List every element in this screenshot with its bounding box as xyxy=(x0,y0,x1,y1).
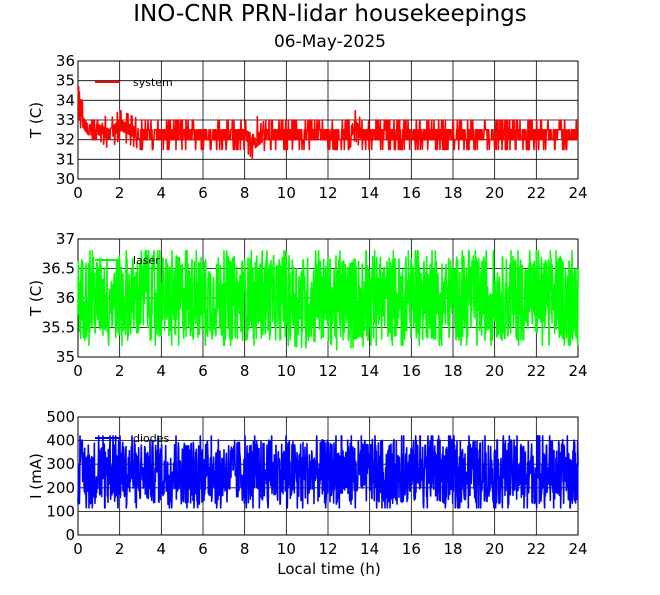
x-axis-label: Local time (h) xyxy=(277,560,381,578)
x-tick-label: 8 xyxy=(240,184,250,202)
x-tick-label: 0 xyxy=(73,540,83,558)
chart-title: INO-CNR PRN-lidar housekeepings xyxy=(133,1,527,27)
x-tick-label: 8 xyxy=(240,362,250,380)
y-tick-label: 35.5 xyxy=(42,319,75,337)
x-tick-label: 24 xyxy=(568,540,587,558)
y-tick-label: 33 xyxy=(56,111,75,129)
x-tick-label: 16 xyxy=(402,362,421,380)
x-tick-label: 4 xyxy=(157,362,167,380)
y-tick-label: 32 xyxy=(56,131,75,149)
x-tick-label: 4 xyxy=(157,184,167,202)
y-axis-label: T (C) xyxy=(27,280,45,317)
y-tick-label: 36.5 xyxy=(42,260,75,278)
x-tick-label: 22 xyxy=(527,540,546,558)
x-tick-label: 12 xyxy=(318,184,337,202)
legend-label-diodes: diodes xyxy=(133,432,170,445)
chart-subtitle: 06-May-2025 xyxy=(274,32,386,52)
y-tick-label: 200 xyxy=(46,479,75,497)
x-tick-label: 14 xyxy=(360,362,379,380)
x-tick-label: 12 xyxy=(318,362,337,380)
y-axis-label: I (mA) xyxy=(27,453,45,499)
y-tick-label: 30 xyxy=(56,170,75,188)
x-tick-label: 6 xyxy=(198,362,208,380)
y-tick-label: 31 xyxy=(56,150,75,168)
x-tick-label: 10 xyxy=(277,362,296,380)
x-tick-label: 4 xyxy=(157,540,167,558)
y-tick-label: 0 xyxy=(65,526,75,544)
x-tick-label: 2 xyxy=(115,184,125,202)
x-tick-label: 10 xyxy=(277,184,296,202)
x-tick-label: 20 xyxy=(485,184,504,202)
y-tick-label: 36 xyxy=(56,52,75,70)
x-tick-label: 2 xyxy=(115,362,125,380)
x-tick-label: 14 xyxy=(360,184,379,202)
y-axis-label: T (C) xyxy=(27,102,45,139)
series-line-system xyxy=(77,86,579,160)
x-tick-label: 8 xyxy=(240,540,250,558)
x-tick-label: 12 xyxy=(318,540,337,558)
x-tick-label: 22 xyxy=(527,184,546,202)
x-tick-label: 20 xyxy=(485,362,504,380)
x-tick-label: 20 xyxy=(485,540,504,558)
x-tick-label: 6 xyxy=(198,540,208,558)
y-tick-label: 100 xyxy=(46,502,75,520)
x-tick-label: 22 xyxy=(527,362,546,380)
y-tick-label: 500 xyxy=(46,408,75,426)
y-tick-label: 300 xyxy=(46,455,75,473)
x-tick-label: 10 xyxy=(277,540,296,558)
x-tick-label: 2 xyxy=(115,540,125,558)
y-tick-label: 36 xyxy=(56,289,75,307)
x-tick-label: 16 xyxy=(402,540,421,558)
x-tick-label: 24 xyxy=(568,362,587,380)
x-tick-label: 0 xyxy=(73,184,83,202)
series-line-diodes xyxy=(77,435,579,509)
legend-label-laser: laser xyxy=(133,254,160,267)
x-tick-label: 18 xyxy=(443,184,462,202)
x-tick-label: 18 xyxy=(443,540,462,558)
x-tick-label: 16 xyxy=(402,184,421,202)
legend-label-system: system xyxy=(133,76,173,89)
y-tick-label: 35 xyxy=(56,348,75,366)
y-tick-label: 400 xyxy=(46,432,75,450)
y-tick-label: 34 xyxy=(56,91,75,109)
y-tick-label: 35 xyxy=(56,72,75,90)
x-tick-label: 0 xyxy=(73,362,83,380)
x-tick-label: 24 xyxy=(568,184,587,202)
x-tick-label: 18 xyxy=(443,362,462,380)
y-tick-label: 37 xyxy=(56,230,75,248)
series-line-laser xyxy=(77,250,579,351)
x-tick-label: 14 xyxy=(360,540,379,558)
x-tick-label: 6 xyxy=(198,184,208,202)
